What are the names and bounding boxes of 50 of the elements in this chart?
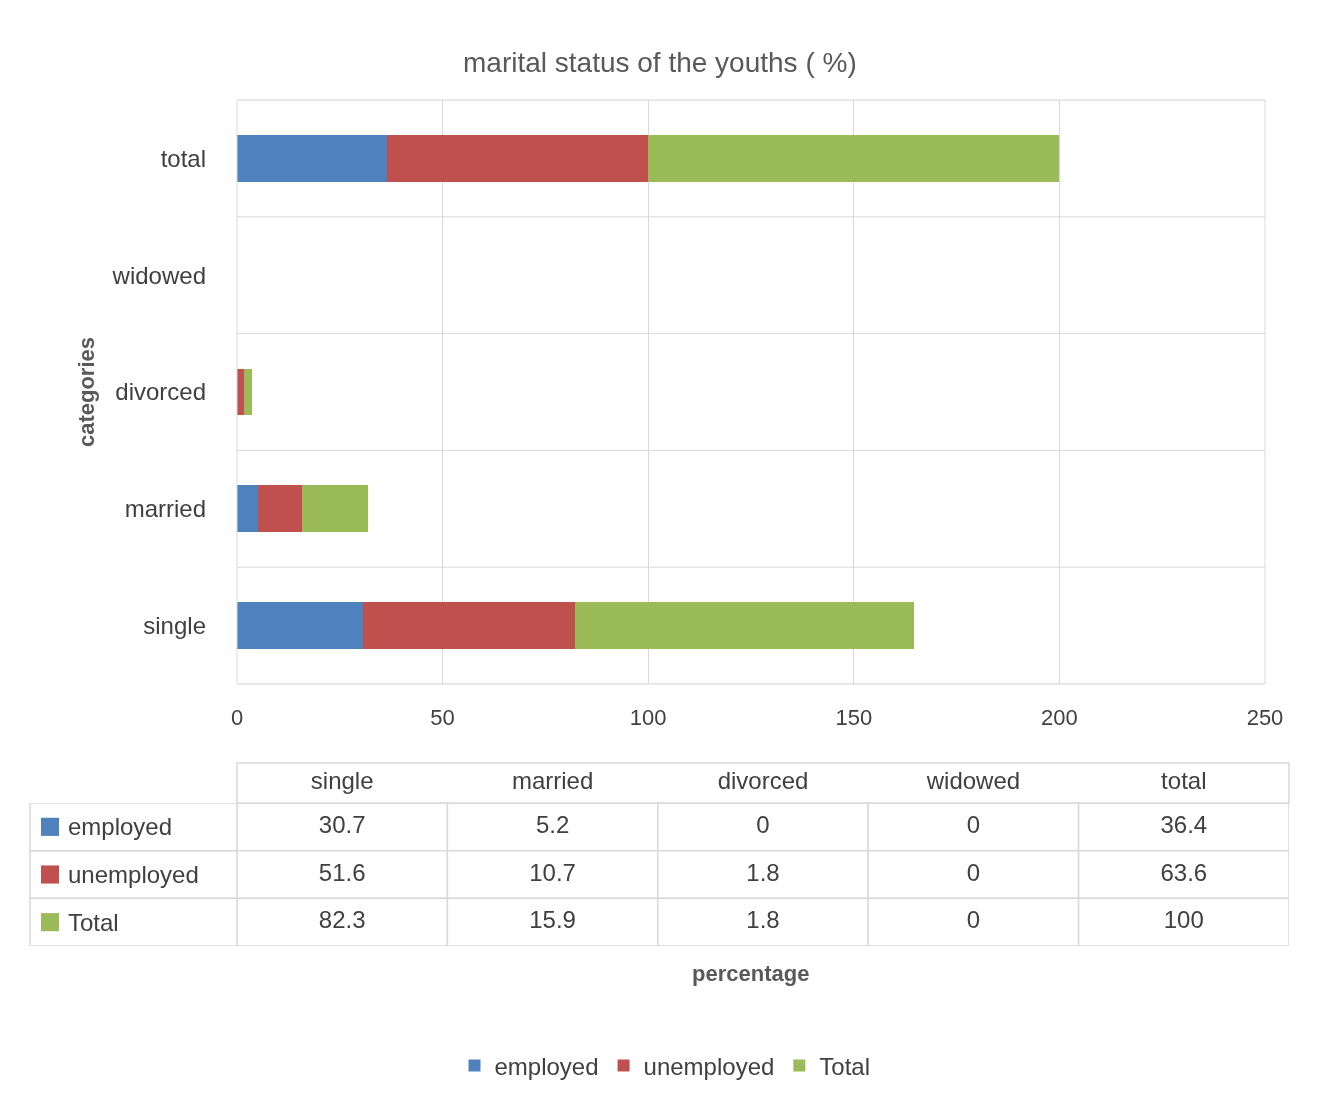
x-tick-label: 250 [1246, 705, 1284, 730]
data-label: 5.2 [535, 810, 570, 838]
bar [244, 368, 252, 416]
data-label: 100 [1163, 906, 1204, 934]
data-label: 15.9 [529, 906, 576, 934]
bar [302, 485, 368, 533]
data-label: 51.6 [318, 858, 366, 886]
y-axis-title: categories [74, 336, 100, 448]
x-tick-label: single [310, 767, 374, 795]
x-tick-label: total [1161, 767, 1207, 795]
bar [386, 135, 649, 182]
y-tick-label: unemployed [68, 861, 199, 888]
data-label: 82.3 [318, 906, 366, 934]
legend-label: Total [819, 1052, 871, 1080]
x-tick-label: 100 [629, 705, 667, 730]
x-tick-label: widowed [925, 767, 1021, 795]
y-tick-label: employed [68, 813, 173, 840]
x-tick-label: 150 [835, 705, 873, 730]
bar [237, 485, 259, 533]
data-label: 0 [966, 858, 981, 886]
y-tick-label: divorced [115, 378, 206, 406]
x-axis-title: percentage [692, 961, 810, 986]
y-tick-label: total [160, 144, 206, 172]
y-tick-label: Total [68, 909, 119, 936]
x-tick-label: 200 [1041, 705, 1078, 730]
data-label: 36.4 [1160, 810, 1208, 838]
data-label: 0 [966, 810, 981, 838]
bar [363, 602, 576, 649]
x-tick-label: 0 [230, 705, 244, 730]
chart-title: marital status of the youths ( %) [463, 47, 857, 78]
data-label: 30.7 [318, 810, 366, 838]
legend-label: unemployed [643, 1052, 775, 1080]
bar [237, 602, 364, 649]
bar [258, 485, 303, 533]
x-tick-label: divorced [717, 767, 809, 795]
data-label: 1.8 [746, 858, 780, 886]
y-tick-label: married [124, 495, 206, 523]
y-tick-label: single [143, 612, 206, 639]
bar [575, 602, 914, 649]
y-tick-label: widowed [111, 261, 206, 289]
bar [648, 135, 1060, 182]
data-label: 0 [966, 906, 981, 934]
data-label: 0 [756, 810, 770, 838]
legend-label: employed [494, 1052, 599, 1080]
data-label: 10.7 [529, 858, 576, 886]
x-tick-label: married [511, 767, 594, 795]
data-label: 63.6 [1160, 858, 1208, 886]
x-tick-label: 50 [430, 705, 455, 730]
data-label: 1.8 [746, 906, 780, 934]
bar [237, 135, 387, 182]
